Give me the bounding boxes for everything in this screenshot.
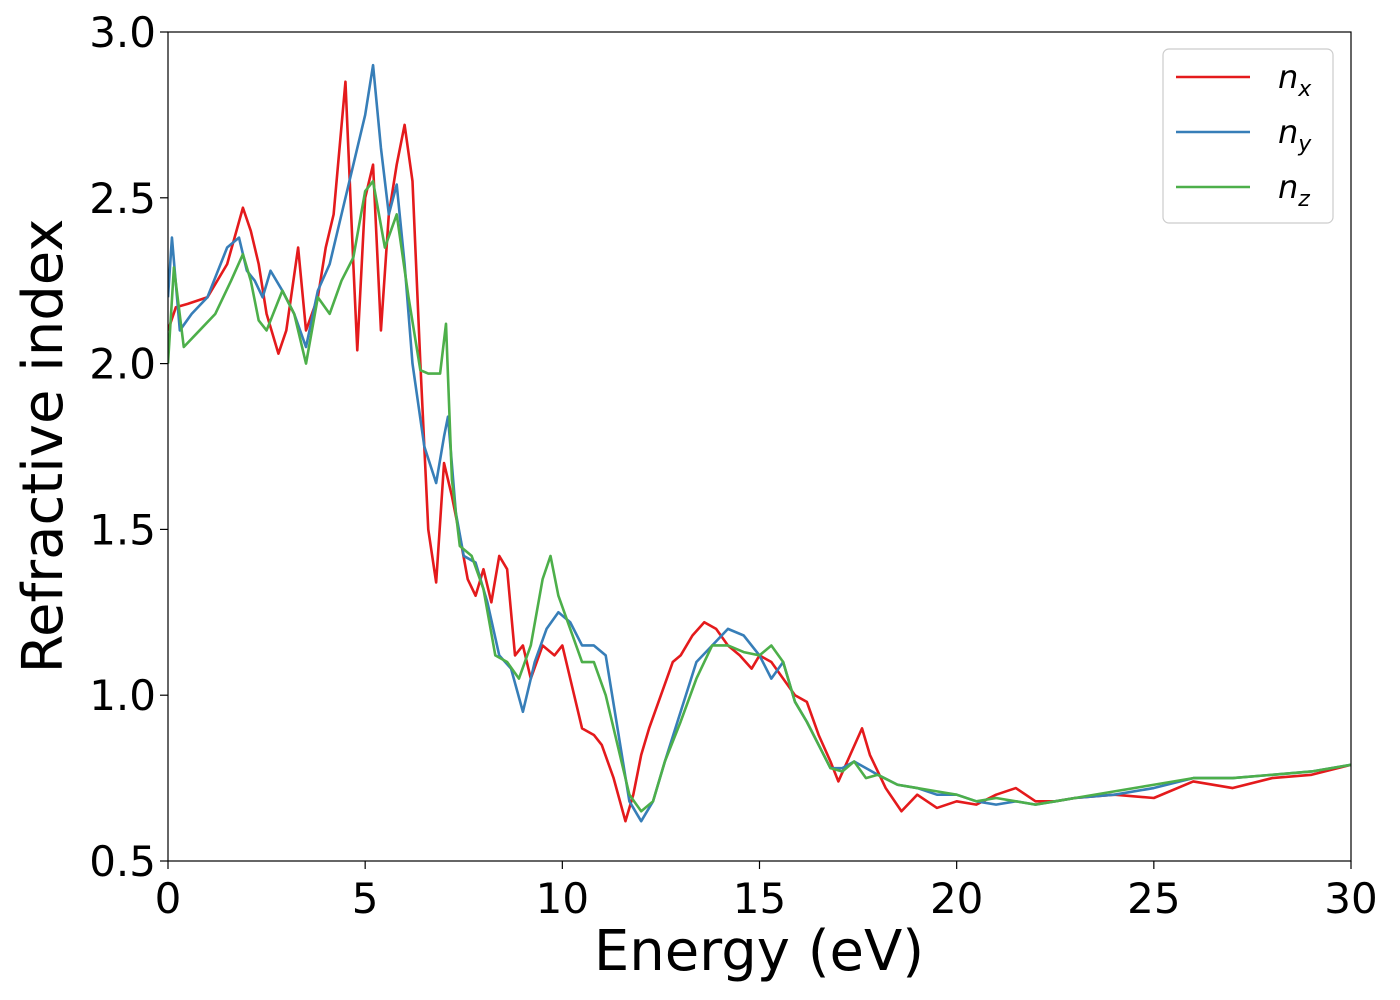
y-tick-label: 2.5 — [89, 174, 156, 223]
legend-label-x: nx — [1278, 58, 1312, 102]
x-tick-label: 0 — [155, 874, 182, 923]
legend-label-subscript: z — [1297, 187, 1310, 212]
series-line-x — [168, 80, 1351, 823]
legend-label-base: n — [1278, 168, 1298, 206]
x-tick-label: 25 — [1127, 874, 1180, 923]
legend-label-z: nz — [1278, 168, 1310, 212]
legend-box — [1162, 48, 1334, 224]
x-tick-label: 15 — [733, 874, 786, 923]
legend-label-base: n — [1278, 113, 1298, 151]
legend-label-subscript: x — [1297, 77, 1312, 102]
y-tick-label: 1.0 — [89, 671, 156, 720]
y-axis-label: Refractive index — [11, 219, 76, 674]
x-tick-label: 5 — [352, 874, 379, 923]
series-line-z — [168, 179, 1351, 813]
legend-label-subscript: y — [1297, 132, 1312, 157]
x-tick-label: 30 — [1324, 874, 1377, 923]
x-axis-label: Energy (eV) — [594, 919, 924, 984]
y-tick-label: 2.0 — [89, 340, 156, 389]
legend-label-y: ny — [1278, 113, 1312, 157]
y-tick-label: 1.5 — [89, 505, 156, 554]
legend-label-base: n — [1278, 58, 1298, 96]
x-tick-label: 20 — [930, 874, 983, 923]
y-tick-label: 0.5 — [89, 837, 156, 886]
x-tick-label: 10 — [536, 874, 589, 923]
y-tick-label: 3.0 — [89, 8, 156, 57]
